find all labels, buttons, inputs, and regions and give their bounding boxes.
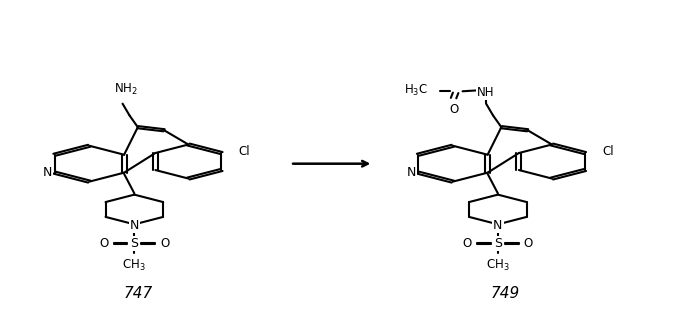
Text: CH$_3$: CH$_3$: [486, 258, 510, 273]
Text: O: O: [449, 103, 458, 116]
Text: NH: NH: [477, 86, 495, 99]
Text: N: N: [493, 219, 503, 232]
Text: O: O: [160, 237, 170, 250]
Text: N: N: [406, 166, 416, 179]
Text: O: O: [524, 237, 533, 250]
Text: O: O: [463, 237, 472, 250]
Text: NH$_2$: NH$_2$: [114, 82, 138, 97]
Text: 749: 749: [490, 286, 519, 301]
Text: 747: 747: [123, 286, 152, 301]
Text: CH$_3$: CH$_3$: [122, 258, 146, 273]
Text: S: S: [131, 237, 138, 250]
Text: Cl: Cl: [239, 145, 251, 158]
Text: Cl: Cl: [602, 145, 614, 158]
Text: H$_3$C: H$_3$C: [404, 83, 428, 98]
Text: N: N: [130, 219, 139, 232]
Text: N: N: [43, 166, 52, 179]
Text: O: O: [99, 237, 108, 250]
Text: S: S: [494, 237, 502, 250]
